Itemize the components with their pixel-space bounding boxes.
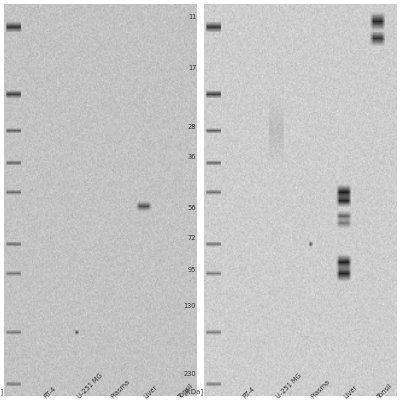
Text: Liver: Liver [143,384,159,400]
Text: 230: 230 [184,370,196,377]
Text: 36: 36 [188,154,196,160]
Text: Tonsil: Tonsil [377,382,394,400]
Text: Plasma: Plasma [110,379,131,400]
Text: 11: 11 [188,14,196,20]
Text: [kDa]: [kDa] [185,388,204,395]
Text: 130: 130 [184,303,196,310]
Text: [kDa]: [kDa] [0,388,4,395]
Text: 28: 28 [188,124,196,130]
Text: 56: 56 [188,206,196,211]
Text: U-251 MG: U-251 MG [276,372,303,400]
Text: Plasma: Plasma [310,379,331,400]
Text: 17: 17 [188,65,196,71]
Text: RT-4: RT-4 [42,386,57,400]
Text: 95: 95 [188,267,196,273]
Text: 72: 72 [188,235,196,241]
Text: RT-4: RT-4 [242,386,256,400]
Text: U-251 MG: U-251 MG [76,372,104,400]
Text: Tonsil: Tonsil [177,382,194,400]
Text: Liver: Liver [343,384,359,400]
